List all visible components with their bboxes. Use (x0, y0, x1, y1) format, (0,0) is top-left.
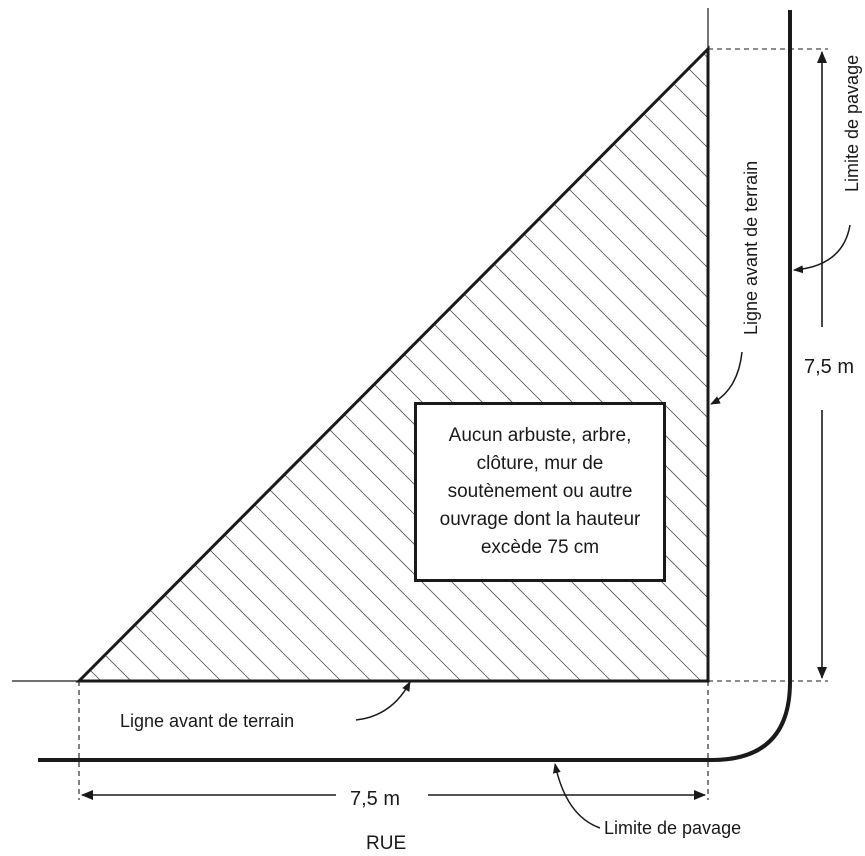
hatch-line (79, 49, 371, 681)
hatch-line (79, 49, 461, 681)
hatch-line (79, 49, 341, 681)
hatch-line (79, 49, 401, 681)
street-label: RUE (366, 833, 406, 854)
dimension-horizontal-label: 7,5 m (350, 788, 400, 810)
paving-limit-line (38, 10, 792, 762)
height-restriction-notice: Aucun arbuste, arbre, clôture, mur de so… (414, 402, 666, 582)
hatch-line (499, 49, 708, 681)
sight-triangle (75, 45, 710, 683)
hatch-line (529, 49, 708, 681)
hatch-line (79, 49, 431, 681)
front-line-right-label: Ligne avant de terrain (741, 161, 761, 335)
leader-front-line-right (710, 351, 743, 405)
notice-text: Aucun arbuste, arbre, clôture, mur de so… (439, 425, 641, 558)
hatch-line (79, 49, 281, 681)
paving-limit-right-label: Limite de pavage (842, 55, 862, 192)
dashed-projections (78, 48, 828, 800)
paving-limit-bottom-label: Limite de pavage (604, 818, 741, 838)
hatch-line (79, 49, 251, 681)
hatch-line (559, 49, 708, 681)
leader-paving-limit-right (793, 224, 851, 274)
leader-front-line-left (355, 681, 411, 721)
dimension-vertical-label: 7,5 m (804, 356, 854, 378)
hatch-line (79, 49, 311, 681)
front-line-left-label: Ligne avant de terrain (120, 711, 294, 731)
leader-paving-limit-bottom (552, 763, 601, 829)
